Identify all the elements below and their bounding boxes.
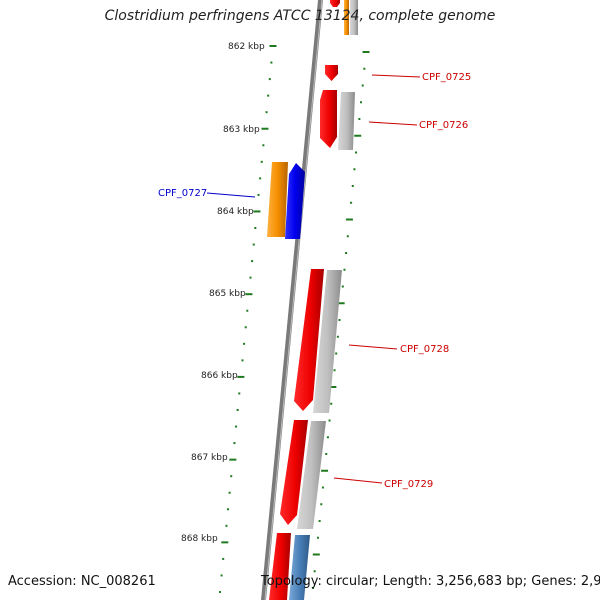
accession-text: Accession: NC_008261 <box>8 574 156 589</box>
scale-label: 862 kbp <box>228 42 265 52</box>
gene-bottom-partial <box>269 533 310 600</box>
gene-top-partial <box>330 0 358 35</box>
gene-label-cpf-0728[interactable]: CPF_0728 <box>400 344 449 355</box>
gene-cpf-0725 <box>325 65 338 81</box>
gene-cpf-0729 <box>280 420 308 525</box>
gene-label-cpf-0727[interactable]: CPF_0727 <box>158 188 207 199</box>
scale-label: 866 kbp <box>201 371 238 381</box>
leader-line-cpf-0725 <box>371 74 421 78</box>
gene-cpf-0729-homolog <box>297 421 326 529</box>
page-title: Clostridium perfringens ATCC 13124, comp… <box>104 8 496 24</box>
gene-cpf-0727 <box>285 163 305 239</box>
scale-labels: 862 kbp 863 kbp 864 kbp 865 kbp 866 kbp … <box>181 42 265 544</box>
gene-label-cpf-0725[interactable]: CPF_0725 <box>422 72 471 83</box>
scale-label: 863 kbp <box>223 125 260 135</box>
scale-label: 867 kbp <box>191 453 228 463</box>
leader-line-cpf-0728 <box>348 344 398 350</box>
genome-backbone-highlight <box>264 0 323 600</box>
leader-line-cpf-0729 <box>333 477 383 484</box>
gene-cpf-0726 <box>320 90 337 148</box>
gene-cpf-0728 <box>294 269 324 411</box>
leader-line-cpf-0726 <box>368 121 418 126</box>
gene-arrow-red <box>330 0 340 7</box>
gene-bar-red <box>269 533 291 600</box>
gene-cpf-0727-partner <box>267 162 288 237</box>
scale-label: 864 kbp <box>217 207 254 217</box>
gene-label-cpf-0726[interactable]: CPF_0726 <box>419 120 468 131</box>
gene-label-cpf-0729[interactable]: CPF_0729 <box>384 479 433 490</box>
gene-cpf-0728-homolog <box>313 270 342 413</box>
gene-bar-steel-blue <box>289 535 310 600</box>
gene-bar-gray <box>350 0 358 35</box>
leader-line-cpf-0727 <box>206 192 256 198</box>
gene-cpf-0726-homolog <box>338 92 355 150</box>
scale-label: 868 kbp <box>181 534 218 544</box>
gene-bar-orange <box>344 0 349 35</box>
tick-column-left <box>219 45 277 593</box>
genome-summary: Topology: circular; Length: 3,256,683 bp… <box>261 574 600 589</box>
tick-column-right <box>312 51 370 589</box>
scale-label: 865 kbp <box>209 289 246 299</box>
